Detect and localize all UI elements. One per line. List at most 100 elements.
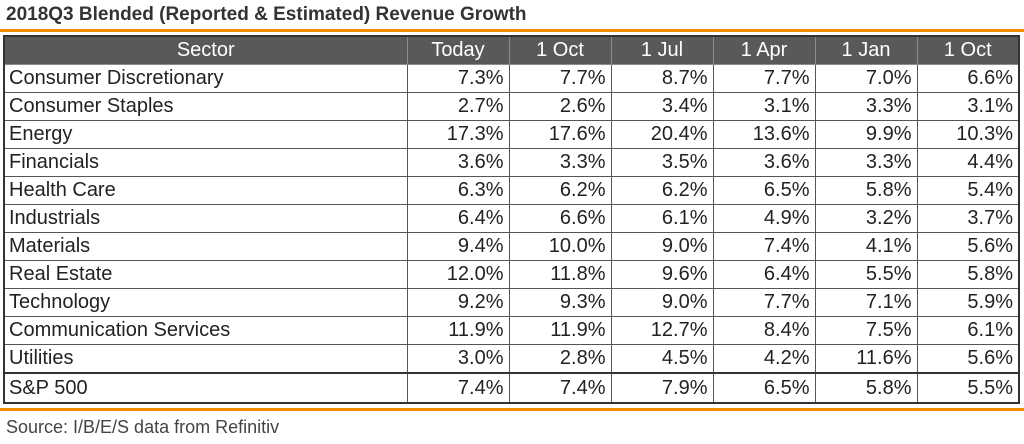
value-cell: 11.9% xyxy=(508,316,612,345)
table-row: Consumer Discretionary 7.3% 7.7% 8.7% 7.7% 7.… xyxy=(3,64,1020,93)
value-cell: 5.4% xyxy=(916,176,1020,205)
value-cell: 5.6% xyxy=(916,344,1020,374)
value-cell: 6.5% xyxy=(712,176,816,205)
source-note: Source: I/B/E/S data from Refinitiv xyxy=(6,417,280,437)
value-cell: 3.3% xyxy=(814,92,918,121)
value-cell: 4.1% xyxy=(814,232,918,261)
sector-cell: Health Care xyxy=(3,176,408,205)
top-accent-rule xyxy=(0,29,1024,32)
value-cell: 6.6% xyxy=(508,204,612,233)
table-row: Technology 9.2% 9.3% 9.0% 7.7% 7.1% 5.9% xyxy=(3,288,1020,317)
sector-cell: S&P 500 xyxy=(3,372,408,404)
value-cell: 12.0% xyxy=(406,260,510,289)
value-cell: 3.1% xyxy=(916,92,1020,121)
value-cell: 3.6% xyxy=(712,148,816,177)
value-cell: 13.6% xyxy=(712,120,816,149)
value-cell: 6.1% xyxy=(916,316,1020,345)
value-cell: 5.8% xyxy=(916,260,1020,289)
value-cell: 3.7% xyxy=(916,204,1020,233)
value-cell: 7.1% xyxy=(814,288,918,317)
table-row: Consumer Staples 2.7% 2.6% 3.4% 3.1% 3.3% 3.1% xyxy=(3,92,1020,121)
column-header-1-oct: 1 Oct xyxy=(508,35,612,65)
value-cell: 3.5% xyxy=(610,148,714,177)
value-cell: 7.4% xyxy=(406,372,510,404)
column-header-today: Today xyxy=(406,35,510,65)
column-header-1-apr: 1 Apr xyxy=(712,35,816,65)
value-cell: 5.9% xyxy=(916,288,1020,317)
value-cell: 5.5% xyxy=(916,372,1020,404)
value-cell: 2.6% xyxy=(508,92,612,121)
value-cell: 8.7% xyxy=(610,64,714,93)
value-cell: 5.6% xyxy=(916,232,1020,261)
value-cell: 11.9% xyxy=(406,316,510,345)
table-title: 2018Q3 Blended (Reported & Estimated) Re… xyxy=(6,4,527,25)
sector-cell: Communication Services xyxy=(3,316,408,345)
column-header-sector: Sector xyxy=(3,35,408,65)
value-cell: 3.2% xyxy=(814,204,918,233)
value-cell: 9.2% xyxy=(406,288,510,317)
sector-cell: Technology xyxy=(3,288,408,317)
value-cell: 6.2% xyxy=(610,176,714,205)
column-header-1-oct-prior: 1 Oct xyxy=(916,35,1020,65)
table-row: Communication Services 11.9% 11.9% 12.7% 8.4… xyxy=(3,316,1020,345)
value-cell: 20.4% xyxy=(610,120,714,149)
table-row: Real Estate 12.0% 11.8% 9.6% 6.4% 5.5% 5.8% xyxy=(3,260,1020,289)
value-cell: 4.5% xyxy=(610,344,714,374)
header-row: Sector Today 1 Oct 1 Jul 1 Apr 1 Jan 1 O… xyxy=(3,35,1020,65)
value-cell: 9.6% xyxy=(610,260,714,289)
value-cell: 6.6% xyxy=(916,64,1020,93)
table-row: Industrials 6.4% 6.6% 6.1% 4.9% 3.2% 3.7% xyxy=(3,204,1020,233)
total-row: S&P 500 7.4% 7.4% 7.9% 6.5% 5.8% 5.5% xyxy=(3,372,1020,404)
value-cell: 5.8% xyxy=(814,372,918,404)
value-cell: 7.3% xyxy=(406,64,510,93)
bottom-accent-rule xyxy=(0,408,1024,411)
value-cell: 3.3% xyxy=(814,148,918,177)
value-cell: 3.3% xyxy=(508,148,612,177)
table-row: Utilities 3.0% 2.8% 4.5% 4.2% 11.6% 5.6% xyxy=(3,344,1020,374)
value-cell: 3.4% xyxy=(610,92,714,121)
value-cell: 6.4% xyxy=(712,260,816,289)
value-cell: 4.2% xyxy=(712,344,816,374)
value-cell: 12.7% xyxy=(610,316,714,345)
value-cell: 8.4% xyxy=(712,316,816,345)
value-cell: 6.4% xyxy=(406,204,510,233)
value-cell: 9.3% xyxy=(508,288,612,317)
value-cell: 7.7% xyxy=(712,288,816,317)
sector-cell: Consumer Staples xyxy=(3,92,408,121)
value-cell: 9.0% xyxy=(610,288,714,317)
value-cell: 4.9% xyxy=(712,204,816,233)
value-cell: 6.5% xyxy=(712,372,816,404)
value-cell: 7.0% xyxy=(814,64,918,93)
value-cell: 9.4% xyxy=(406,232,510,261)
value-cell: 9.0% xyxy=(610,232,714,261)
sector-cell: Materials xyxy=(3,232,408,261)
value-cell: 7.4% xyxy=(508,372,612,404)
value-cell: 17.6% xyxy=(508,120,612,149)
value-cell: 6.3% xyxy=(406,176,510,205)
value-cell: 4.4% xyxy=(916,148,1020,177)
value-cell: 7.4% xyxy=(712,232,816,261)
value-cell: 11.8% xyxy=(508,260,612,289)
value-cell: 5.5% xyxy=(814,260,918,289)
sector-cell: Industrials xyxy=(3,204,408,233)
value-cell: 3.1% xyxy=(712,92,816,121)
value-cell: 3.6% xyxy=(406,148,510,177)
value-cell: 17.3% xyxy=(406,120,510,149)
value-cell: 7.7% xyxy=(508,64,612,93)
revenue-growth-table: Sector Today 1 Oct 1 Jul 1 Apr 1 Jan 1 O… xyxy=(3,35,1020,404)
value-cell: 5.8% xyxy=(814,176,918,205)
value-cell: 6.2% xyxy=(508,176,612,205)
value-cell: 7.7% xyxy=(712,64,816,93)
sector-cell: Utilities xyxy=(3,344,408,374)
value-cell: 10.0% xyxy=(508,232,612,261)
value-cell: 2.7% xyxy=(406,92,510,121)
table-row: Materials 9.4% 10.0% 9.0% 7.4% 4.1% 5.6% xyxy=(3,232,1020,261)
table-body: Consumer Discretionary 7.3% 7.7% 8.7% 7.7% 7.… xyxy=(3,64,1020,404)
value-cell: 11.6% xyxy=(814,344,918,374)
table-row: Energy 17.3% 17.6% 20.4% 13.6% 9.9% 10.3% xyxy=(3,120,1020,149)
table-row: Financials 3.6% 3.3% 3.5% 3.6% 3.3% 4.4% xyxy=(3,148,1020,177)
value-cell: 7.9% xyxy=(610,372,714,404)
value-cell: 2.8% xyxy=(508,344,612,374)
value-cell: 10.3% xyxy=(916,120,1020,149)
